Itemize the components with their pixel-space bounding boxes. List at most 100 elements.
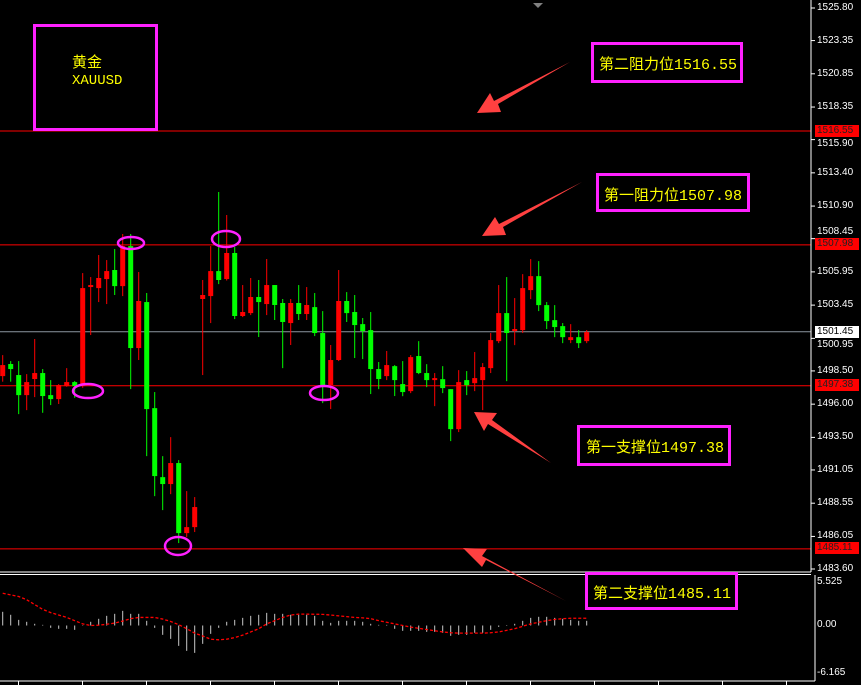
candle-body (16, 375, 22, 396)
arrow-icon (463, 548, 566, 601)
candle-body (240, 312, 246, 317)
annotation-support2: 第二支撑位1485.11 (585, 572, 738, 610)
candle (384, 350, 390, 381)
candle (288, 299, 294, 345)
osc-axis-max: 5.525 (817, 576, 843, 587)
scroll-marker-icon[interactable] (533, 3, 543, 8)
annotation-support1: 第一支撑位1497.38 (577, 425, 731, 466)
candle-body (392, 366, 398, 381)
candle (432, 373, 438, 407)
candle-body (176, 463, 182, 534)
osc-axis-zero: 0.00 (817, 619, 837, 630)
candle-body (488, 340, 494, 369)
highlight-ellipse (116, 235, 146, 251)
price-axis-label: 1505.95 (817, 265, 854, 277)
candle-body (464, 380, 470, 386)
candle (144, 293, 150, 457)
annotation-resistance1: 第一阻力位1507.98 (596, 173, 750, 212)
candle (376, 362, 382, 390)
candle (416, 341, 422, 375)
candle-body (56, 385, 62, 400)
candle-body (96, 277, 102, 289)
candle-body (416, 356, 422, 374)
candle-body (352, 312, 358, 326)
price-axis-label: 1508.45 (817, 225, 854, 237)
candle (240, 285, 246, 318)
candle (552, 305, 558, 338)
candle-body (480, 367, 486, 381)
candle (40, 369, 46, 413)
price-axis-label: 1513.40 (817, 166, 854, 178)
candle-body (88, 285, 94, 288)
price-axis-label: 1525.80 (817, 2, 854, 13)
candle (512, 298, 518, 346)
candle (496, 285, 502, 344)
candle (464, 371, 470, 396)
candle-body (288, 302, 294, 324)
candle (200, 279, 206, 376)
candle-body (304, 304, 310, 315)
candle (392, 365, 398, 397)
price-tag-support1: 1497.38 (815, 379, 859, 391)
osc-axis-min: -6.165 (817, 667, 846, 678)
candle (368, 312, 374, 395)
candle (232, 247, 238, 320)
candle-body (128, 246, 134, 349)
candle (0, 355, 6, 382)
candle (560, 323, 566, 344)
candle-body (496, 313, 502, 342)
price-axis-label: 1510.90 (817, 200, 854, 212)
candle (264, 258, 270, 316)
candle (272, 285, 278, 321)
candle (536, 261, 542, 312)
candle-body (184, 527, 190, 534)
candle (456, 370, 462, 433)
candle-body (280, 302, 286, 323)
price-axis-label: 1483.60 (817, 563, 854, 574)
candle (216, 191, 222, 285)
candle-body (8, 364, 14, 370)
candle-body (528, 276, 534, 291)
candle-body (432, 378, 438, 381)
candle (160, 456, 166, 511)
candle (448, 389, 454, 442)
highlight-ellipse (308, 384, 340, 402)
candle (304, 287, 310, 321)
annotation-label: 第一阻力位 (604, 186, 680, 204)
symbol-box: 黄金 XAUUSD (33, 24, 158, 131)
candle-body (256, 297, 262, 303)
price-axis-label: 1488.55 (817, 497, 854, 509)
candle (296, 285, 302, 321)
candle-body (104, 271, 110, 280)
candle-body (40, 373, 46, 397)
price-axis-label: 1500.95 (817, 338, 854, 350)
candle (248, 277, 254, 316)
annotation-label: 第二支撑位 (593, 584, 669, 602)
arrow-icon (482, 182, 582, 236)
annotation-value: 1516.55 (674, 57, 738, 74)
candle (88, 277, 94, 336)
candle-body (448, 389, 454, 430)
price-axis-label: 1496.00 (817, 398, 854, 410)
candle (184, 491, 190, 538)
candle-body (576, 337, 582, 344)
annotation-value: 1497.38 (661, 440, 725, 457)
candle (48, 380, 54, 406)
candle-body (200, 295, 206, 300)
annotation-arrows (463, 62, 582, 601)
candle (584, 330, 590, 344)
candle-body (152, 408, 158, 477)
candle (128, 233, 134, 390)
highlight-ellipse (210, 229, 242, 249)
candle-body (112, 270, 118, 287)
candle (176, 460, 182, 544)
candle-body (192, 507, 198, 528)
candle-body (264, 285, 270, 305)
candle (136, 272, 142, 361)
annotation-value: 1507.98 (679, 188, 743, 205)
candle-body (344, 300, 350, 314)
candle-body (64, 382, 70, 387)
candle-body (544, 305, 550, 322)
candle (440, 366, 446, 394)
